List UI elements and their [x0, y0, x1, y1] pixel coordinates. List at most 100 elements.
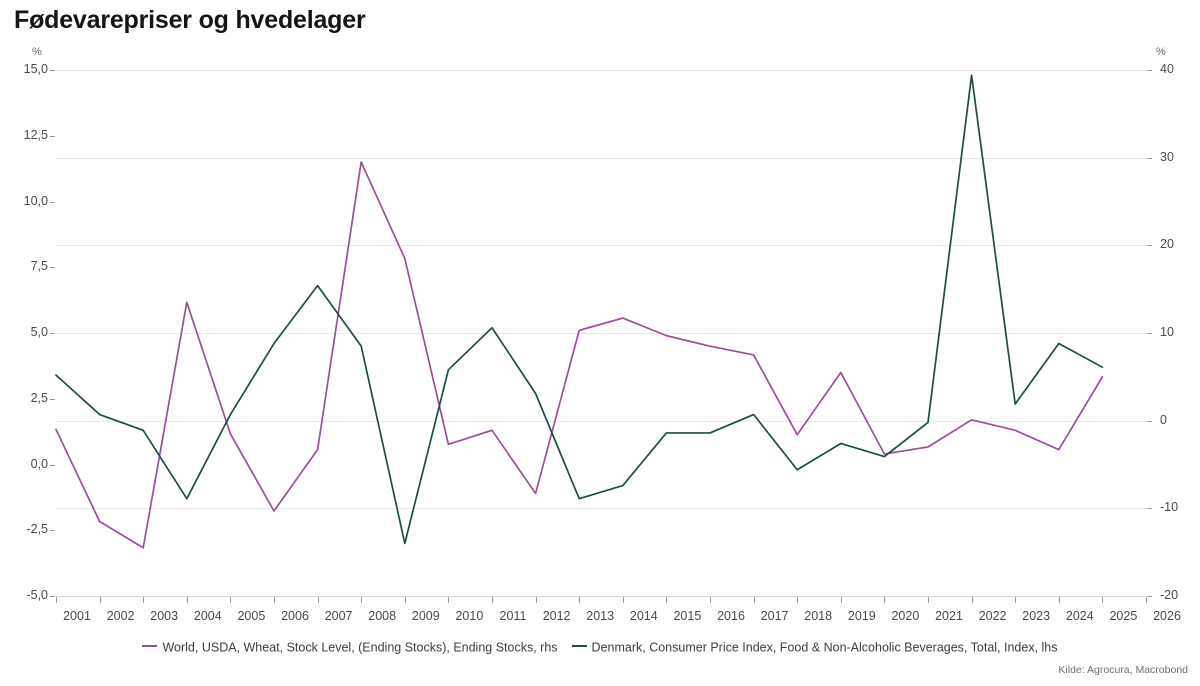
- x-axis-tick-mark: [361, 597, 363, 603]
- left-axis-tick-label: 2,5: [30, 390, 48, 405]
- x-axis-tick-label: 2024: [1065, 609, 1094, 623]
- x-axis-tick-label: 2001: [63, 609, 91, 623]
- left-axis-tick-label: 12,5: [23, 127, 48, 142]
- x-axis-tick-label: 2005: [237, 609, 266, 623]
- x-axis-tick-label: 2004: [193, 609, 222, 623]
- legend-color-swatch: [142, 644, 158, 648]
- x-axis-tick-label: 2017: [760, 609, 789, 623]
- legend-item-label: World, USDA, Wheat, Stock Level, (Ending…: [162, 641, 558, 656]
- gridline: [56, 245, 1146, 247]
- plot-area: [55, 70, 1146, 597]
- x-axis-tick-label: 2013: [586, 609, 615, 623]
- x-axis-tick-label: 2025: [1109, 609, 1138, 623]
- x-axis-tick-mark: [404, 597, 406, 603]
- x-axis-tick-mark: [56, 597, 57, 603]
- x-axis-tick-label: 2022: [978, 609, 1007, 623]
- x-axis-tick-mark: [1058, 597, 1060, 603]
- gridline: [56, 70, 1146, 71]
- right-axis-tick-mark: [1147, 245, 1152, 247]
- x-axis-tick-mark: [840, 597, 842, 603]
- left-axis-tick-mark: [50, 530, 55, 532]
- right-axis-tick-label: 20: [1160, 237, 1174, 252]
- x-axis-tick-mark: [753, 597, 755, 603]
- x-axis-tick-label: 2003: [150, 609, 179, 623]
- x-axis-tick-mark: [274, 597, 275, 603]
- source-attribution: Kilde: Agrocura, Macrobond: [1058, 664, 1188, 676]
- x-axis-tick-label: 2007: [324, 609, 353, 623]
- x-axis-tick-mark: [622, 597, 624, 603]
- left-axis-tick-mark: [50, 596, 55, 597]
- x-axis-tick-label: 2002: [106, 609, 135, 623]
- x-axis-tick-mark: [971, 597, 973, 603]
- x-axis-tick-label: 2008: [368, 609, 397, 623]
- x-axis-tick-label: 2020: [891, 609, 920, 623]
- left-axis-tick-mark: [50, 70, 55, 71]
- right-axis-unit: %: [1156, 46, 1166, 58]
- x-axis-tick-mark: [317, 597, 319, 603]
- gridline: [56, 157, 1146, 159]
- right-axis-tick-label: 10: [1160, 325, 1174, 339]
- x-axis-tick-label: 2026: [1153, 609, 1181, 623]
- left-axis-tick-label: -2,5: [26, 522, 48, 537]
- left-axis-unit: %: [32, 46, 42, 58]
- x-axis-tick-label: 2006: [281, 609, 309, 623]
- x-axis-tick-label: 2010: [455, 609, 484, 623]
- left-axis-tick-mark: [50, 333, 55, 334]
- x-axis-tick-mark: [1102, 597, 1104, 603]
- x-axis-tick-label: 2018: [804, 609, 833, 623]
- x-axis-tick-mark: [186, 597, 188, 603]
- left-axis-tick-mark: [50, 201, 55, 203]
- x-axis-tick-label: 2015: [673, 609, 702, 623]
- legend-color-swatch: [571, 644, 587, 648]
- left-axis-tick-mark: [50, 135, 55, 137]
- page-title: Fødevarepriser og hvedelager: [14, 6, 366, 34]
- x-axis-tick-label: 2014: [629, 609, 658, 623]
- series-layer: [55, 74, 1104, 549]
- gridline: [56, 333, 1146, 334]
- right-axis-tick-label: 40: [1160, 62, 1174, 76]
- left-axis-tick-label: 15,0: [23, 62, 48, 76]
- left-axis-tick-mark: [50, 464, 55, 466]
- x-axis-tick-label: 2021: [935, 609, 963, 623]
- gridline: [56, 508, 1146, 510]
- left-axis-tick-label: 0,0: [30, 456, 48, 471]
- x-axis-tick-label: 2023: [1022, 609, 1051, 623]
- right-axis-tick-label: -10: [1160, 500, 1179, 515]
- x-axis-tick-mark: [143, 597, 145, 603]
- right-axis-tick-label: -20: [1160, 588, 1179, 602]
- x-axis-tick-mark: [666, 597, 668, 603]
- legend-item[interactable]: World, USDA, Wheat, Stock Level, (Ending…: [142, 640, 558, 656]
- x-axis-tick-mark: [448, 597, 450, 603]
- chart-legend: World, USDA, Wheat, Stock Level, (Ending…: [0, 640, 1200, 655]
- right-axis-tick-mark: [1147, 420, 1152, 422]
- x-axis-tick-mark: [884, 597, 886, 603]
- x-axis-tick-label: 2019: [847, 609, 876, 623]
- x-axis-tick-mark: [99, 597, 101, 603]
- x-axis-tick-mark: [579, 597, 581, 603]
- x-axis-tick-mark: [710, 597, 711, 603]
- left-axis-tick-label: -5,0: [26, 588, 48, 602]
- x-axis-tick-mark: [230, 597, 232, 603]
- x-axis-tick-label: 2016: [717, 609, 745, 623]
- x-axis-tick-label: 2009: [411, 609, 440, 623]
- series-line-denmark-cpi-food: [55, 74, 1104, 545]
- x-axis-tick-label: 2011: [499, 609, 527, 623]
- x-axis-tick-mark: [1146, 597, 1147, 603]
- x-axis-tick-mark: [928, 597, 929, 603]
- legend-item-label: Denmark, Consumer Price Index, Food & No…: [591, 641, 1058, 656]
- series-line-wheat-stocks: [55, 161, 1104, 549]
- left-axis-tick-mark: [50, 398, 55, 400]
- right-axis-tick-mark: [1147, 333, 1152, 334]
- right-axis-tick-label: 30: [1160, 149, 1174, 164]
- right-axis-tick-mark: [1147, 157, 1152, 159]
- x-axis-tick-mark: [535, 597, 537, 603]
- x-axis-tick-label: 2012: [542, 609, 571, 623]
- x-axis-tick-mark: [492, 597, 493, 603]
- legend-item[interactable]: Denmark, Consumer Price Index, Food & No…: [571, 640, 1058, 656]
- x-axis-tick-mark: [1015, 597, 1017, 603]
- left-axis-tick-label: 10,0: [23, 193, 48, 208]
- right-axis-tick-label: 0: [1160, 412, 1167, 427]
- left-axis-tick-label: 5,0: [30, 325, 48, 339]
- right-axis-tick-mark: [1147, 70, 1152, 71]
